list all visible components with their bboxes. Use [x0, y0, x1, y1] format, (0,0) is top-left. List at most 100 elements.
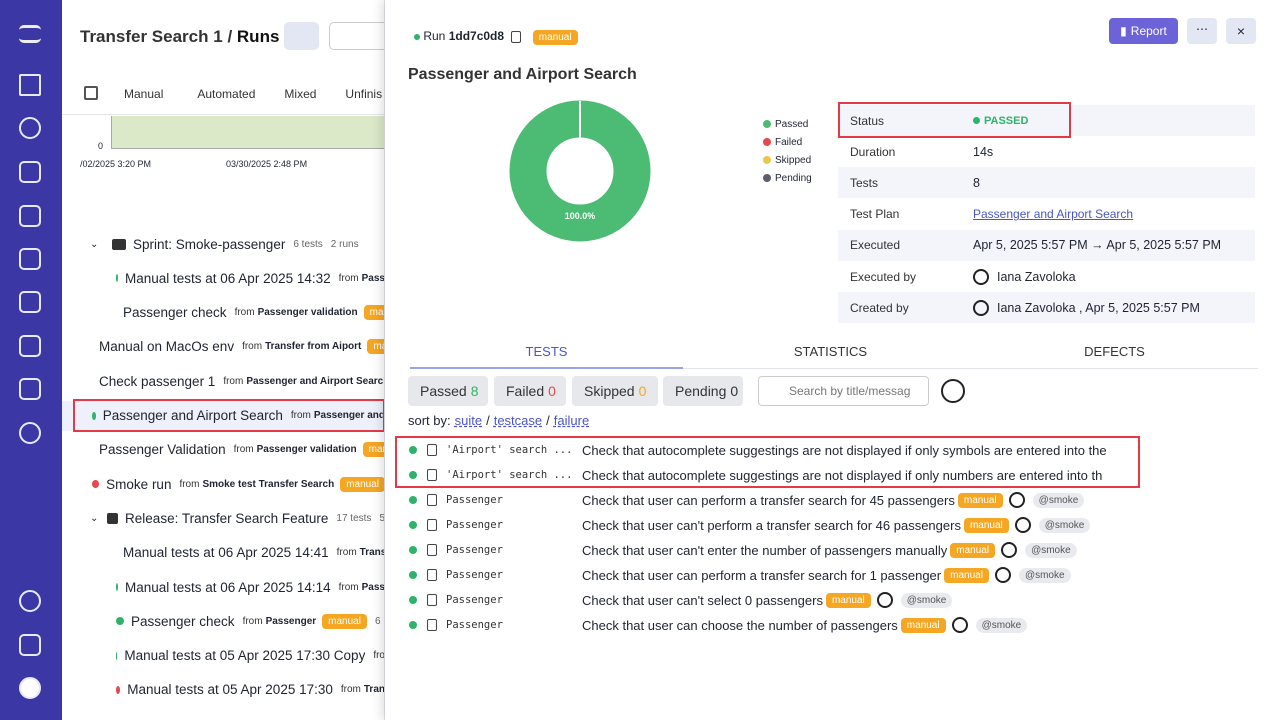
- info-label: Duration: [838, 145, 973, 159]
- side-nav: [0, 0, 62, 720]
- run-row[interactable]: Passenger ValidationfromPassenger valida…: [62, 435, 385, 465]
- test-badge: manual: [950, 543, 995, 558]
- nav-tests[interactable]: [19, 74, 41, 96]
- run-from: from: [339, 273, 359, 284]
- test-tag: @smoke: [1019, 568, 1071, 583]
- assignee-avatar: [877, 592, 893, 608]
- run-row[interactable]: Manual on MacOs envfromTransfer from Aip…: [62, 332, 385, 362]
- report-label: Report: [1131, 24, 1167, 38]
- test-row[interactable]: PassengerCheck that user can perform a t…: [405, 563, 1115, 587]
- nav-settings[interactable]: [19, 422, 41, 444]
- tester-avatar[interactable]: [941, 379, 965, 403]
- tab[interactable]: TESTS: [410, 344, 683, 359]
- test-title: Check that user can't perform a transfer…: [582, 518, 961, 533]
- run-row[interactable]: Smoke runfromSmoke test Transfer Searchm…: [62, 469, 385, 499]
- test-row[interactable]: PassengerCheck that user can choose the …: [405, 613, 1115, 637]
- run-row[interactable]: Passenger checkfromPassenger validationm…: [62, 298, 385, 328]
- tab[interactable]: DEFECTS: [978, 344, 1251, 359]
- info-label: Created by: [838, 301, 973, 315]
- folder-row[interactable]: ⌄Release: Transfer Search Feature17 test…: [62, 503, 385, 533]
- status-icon: [116, 274, 118, 282]
- test-row[interactable]: PassengerCheck that user can't select 0 …: [405, 588, 1115, 612]
- assignee-avatar: [995, 567, 1011, 583]
- info-value[interactable]: Passenger and Airport Search: [973, 207, 1133, 221]
- highlight: [73, 399, 385, 432]
- run-row[interactable]: Check passenger 1fromPassenger and Airpo…: [62, 366, 385, 396]
- run-row[interactable]: Manual tests at 06 Apr 2025 14:32fromPas…: [62, 263, 385, 293]
- legend-item: Skipped: [763, 151, 812, 169]
- copy-icon[interactable]: [511, 31, 521, 43]
- test-row[interactable]: PassengerCheck that user can't perform a…: [405, 513, 1115, 537]
- counter-chip[interactable]: Failed0: [494, 376, 566, 406]
- run-row[interactable]: Manual tests at 06 Apr 2025 14:14fromPas…: [62, 572, 385, 602]
- sort-option[interactable]: suite: [455, 413, 482, 428]
- legend-label: Failed: [775, 137, 802, 148]
- counter-chip[interactable]: Pending0: [663, 376, 743, 406]
- info-label: Tests: [838, 176, 973, 190]
- info-value-wrap: 14s: [973, 145, 993, 159]
- folder-title: Sprint: Smoke-passenger: [133, 237, 285, 252]
- nav-help[interactable]: [19, 590, 41, 612]
- nav-avatar[interactable]: [19, 677, 41, 699]
- tab[interactable]: STATISTICS: [694, 344, 967, 359]
- run-title: Smoke run: [106, 477, 171, 492]
- info-value-wrap: 8: [973, 176, 980, 190]
- sort-option[interactable]: failure: [554, 413, 589, 428]
- counter-chip[interactable]: Skipped0: [572, 376, 658, 406]
- report-button[interactable]: ▮Report: [1109, 18, 1178, 44]
- nav-projects[interactable]: [19, 634, 41, 656]
- run-row[interactable]: Manual tests at 06 Apr 2025 14:41fromTra…: [62, 538, 385, 568]
- folder-icon: [107, 513, 118, 524]
- test-title: Check that user can't enter the number o…: [582, 543, 947, 558]
- test-suite: Passenger: [446, 594, 582, 606]
- menu-icon[interactable]: [19, 25, 41, 43]
- nav-branches[interactable]: [19, 378, 41, 400]
- counter-chip[interactable]: Passed8: [408, 376, 488, 406]
- sort-option[interactable]: testcase: [494, 413, 542, 428]
- legend-swatch: [763, 156, 771, 164]
- test-suite: Passenger: [446, 544, 582, 556]
- nav-analytics[interactable]: [19, 335, 41, 357]
- run-row[interactable]: Manual tests at 05 Apr 2025 17:30fromTra…: [62, 675, 385, 705]
- test-badge: manual: [826, 593, 871, 608]
- expand-icon[interactable]: ⌄: [90, 513, 107, 524]
- run-badge: manual: [364, 305, 385, 320]
- status-icon: [409, 596, 417, 604]
- counter-label: Failed: [506, 383, 544, 399]
- more-button[interactable]: ⋯: [1187, 18, 1217, 44]
- nav-plans[interactable]: [19, 161, 41, 183]
- test-row[interactable]: PassengerCheck that user can't enter the…: [405, 538, 1115, 562]
- run-from: from: [339, 582, 359, 593]
- run-from: fro: [373, 650, 385, 661]
- info-value: Iana Zavoloka: [997, 270, 1076, 284]
- nav-import[interactable]: [19, 291, 41, 313]
- test-row[interactable]: PassengerCheck that user can perform a t…: [405, 488, 1115, 512]
- info-value-wrap: Passenger and Airport Search: [973, 207, 1133, 221]
- highlight: [838, 102, 1071, 138]
- sort-label: sort by:: [408, 413, 451, 428]
- info-value-wrap: Apr 5, 2025 5:57 PM → Apr 5, 2025 5:57 P…: [973, 238, 1221, 252]
- run-title: Manual on MacOs env: [99, 339, 234, 354]
- nav-pulse[interactable]: [19, 248, 41, 270]
- assignee-avatar: [1001, 542, 1017, 558]
- folder-tests: 6 tests: [293, 239, 322, 250]
- nav-runs[interactable]: [19, 117, 41, 139]
- expand-icon[interactable]: ⌄: [90, 239, 112, 250]
- run-source: Trans: [360, 547, 385, 558]
- run-title: Passenger and Airport Search: [408, 66, 637, 84]
- test-title: Check that user can choose the number of…: [582, 618, 898, 633]
- info-row: ExecutedApr 5, 2025 5:57 PM → Apr 5, 202…: [838, 230, 1255, 261]
- nav-steps[interactable]: [19, 205, 41, 227]
- info-value: Apr 5, 2025 5:57 PM → Apr 5, 2025 5:57 P…: [973, 238, 1221, 252]
- legend-swatch: [763, 120, 771, 128]
- run-row[interactable]: Manual tests at 05 Apr 2025 17:30 Copyfr…: [62, 641, 385, 671]
- run-badge: manual: [363, 442, 385, 457]
- test-tag: @smoke: [901, 593, 953, 608]
- test-search[interactable]: Search by title/messag: [758, 376, 929, 406]
- close-button[interactable]: ×: [1226, 18, 1256, 44]
- run-row[interactable]: Passenger checkfromPassengermanual6: [62, 606, 385, 636]
- status-icon: [116, 617, 124, 625]
- folder-runs: 2 runs: [331, 239, 359, 250]
- folder-row[interactable]: ⌄ Sprint: Smoke-passenger 6 tests 2 runs: [62, 229, 385, 259]
